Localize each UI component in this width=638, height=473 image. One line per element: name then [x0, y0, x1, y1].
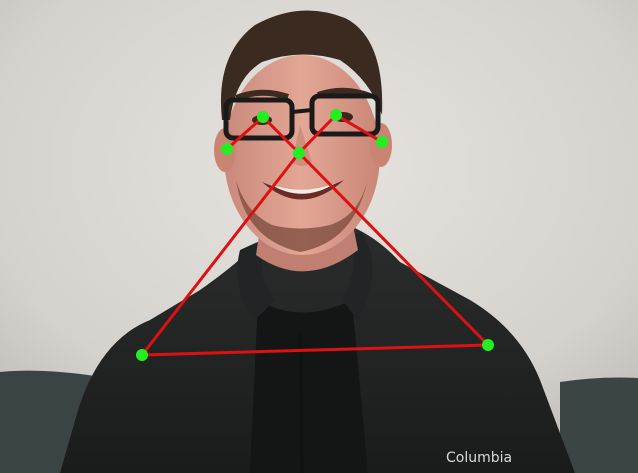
right-eye-shape — [333, 112, 353, 122]
shirt — [250, 300, 368, 473]
hair — [220, 10, 383, 120]
jacket-zipper — [298, 329, 304, 473]
couch-right — [560, 377, 638, 473]
glasses-bridge — [291, 108, 313, 114]
left-eye-shape — [252, 115, 272, 125]
jacket-brand-logo: Columbia — [446, 450, 512, 466]
right-ear-shape — [370, 123, 392, 167]
left-eyebrow — [234, 89, 289, 101]
